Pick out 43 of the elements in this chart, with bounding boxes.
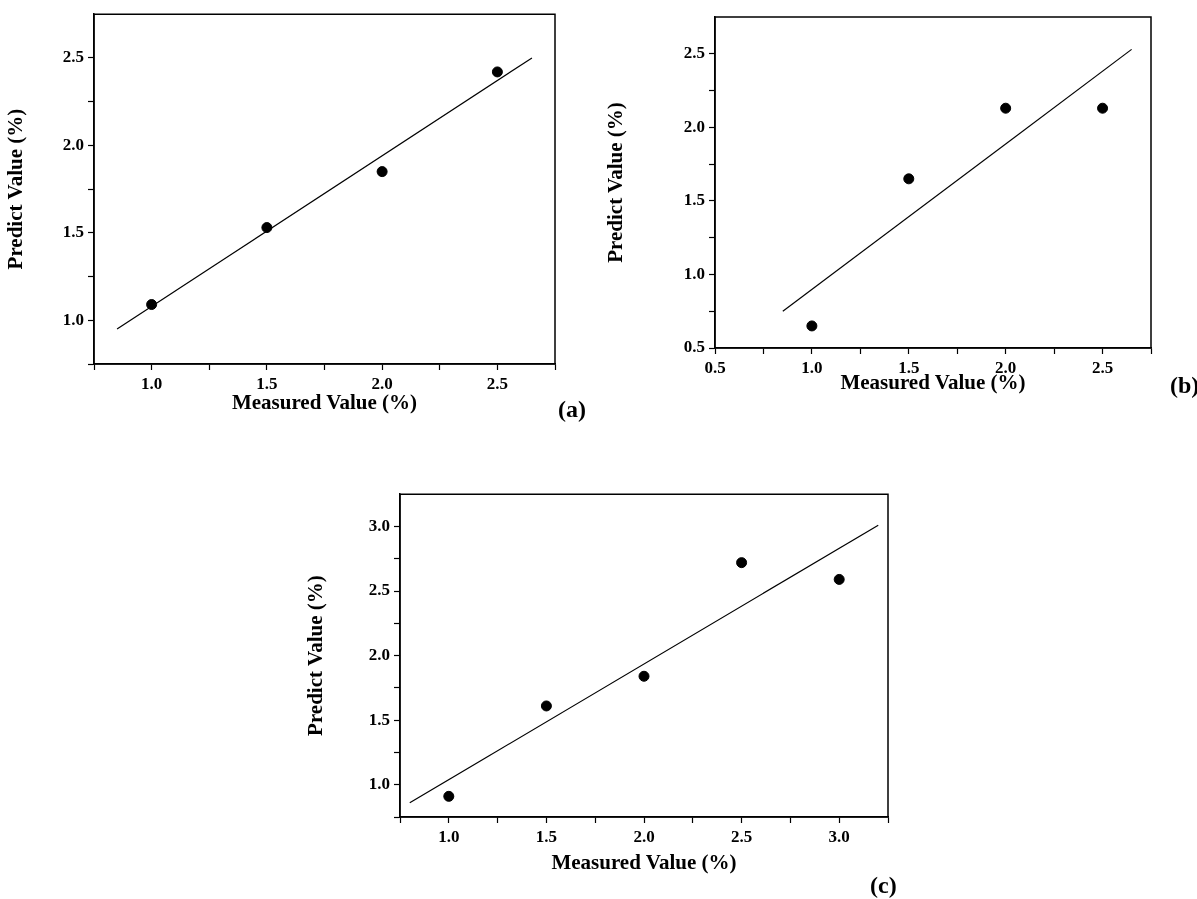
point: [1097, 102, 1109, 114]
y-tick-label: 1.0: [683, 263, 705, 283]
x-tick-label: 2.0: [633, 826, 655, 846]
x-tick-label: 1.0: [801, 357, 823, 377]
x-axis-title: Measured Value (%): [551, 849, 737, 874]
point: [806, 320, 818, 332]
x-tick-label: 1.0: [438, 826, 460, 846]
y-tick-label: 1.0: [368, 774, 390, 794]
x-tick-label: 2.5: [730, 826, 753, 846]
y-axis-title: Predict Value (%): [3, 108, 28, 270]
x-tick-label: 1.0: [141, 373, 163, 393]
point: [491, 66, 503, 78]
x-tick-label: 1.5: [535, 826, 558, 846]
y-tick-label: 1.5: [62, 222, 84, 242]
y-tick-label: 2.5: [683, 43, 705, 63]
x-tick-label: 2.5: [1091, 357, 1114, 377]
y-tick-label: 1.5: [683, 190, 705, 210]
y-axis-title: Predict Value (%): [303, 575, 328, 736]
y-tick-label: 2.5: [62, 47, 84, 67]
y-tick-label: 2.0: [368, 644, 390, 664]
point: [443, 790, 455, 802]
point: [833, 573, 845, 585]
text: (a): [558, 396, 586, 423]
x-tick-label: 3.0: [828, 826, 850, 846]
y-tick-label: 3.0: [368, 515, 390, 535]
y-tick-label: 2.0: [683, 116, 705, 136]
point: [376, 166, 388, 178]
y-tick-label: 2.0: [62, 134, 84, 154]
text: (c): [870, 872, 897, 899]
x-tick-label: 0.5: [704, 357, 726, 377]
point: [736, 557, 748, 569]
point: [638, 670, 650, 682]
point: [903, 173, 915, 185]
y-tick-label: 2.5: [368, 580, 390, 600]
y-axis-title: Predict Value (%): [603, 102, 628, 263]
y-tick-label: 1.5: [368, 709, 390, 729]
y-tick-label: 1.0: [62, 309, 84, 329]
point: [1000, 102, 1012, 114]
x-tick-label: 2.5: [486, 373, 508, 393]
y-tick-label: 0.5: [683, 337, 705, 357]
point: [540, 700, 552, 712]
point: [261, 222, 273, 234]
point: [146, 299, 158, 311]
